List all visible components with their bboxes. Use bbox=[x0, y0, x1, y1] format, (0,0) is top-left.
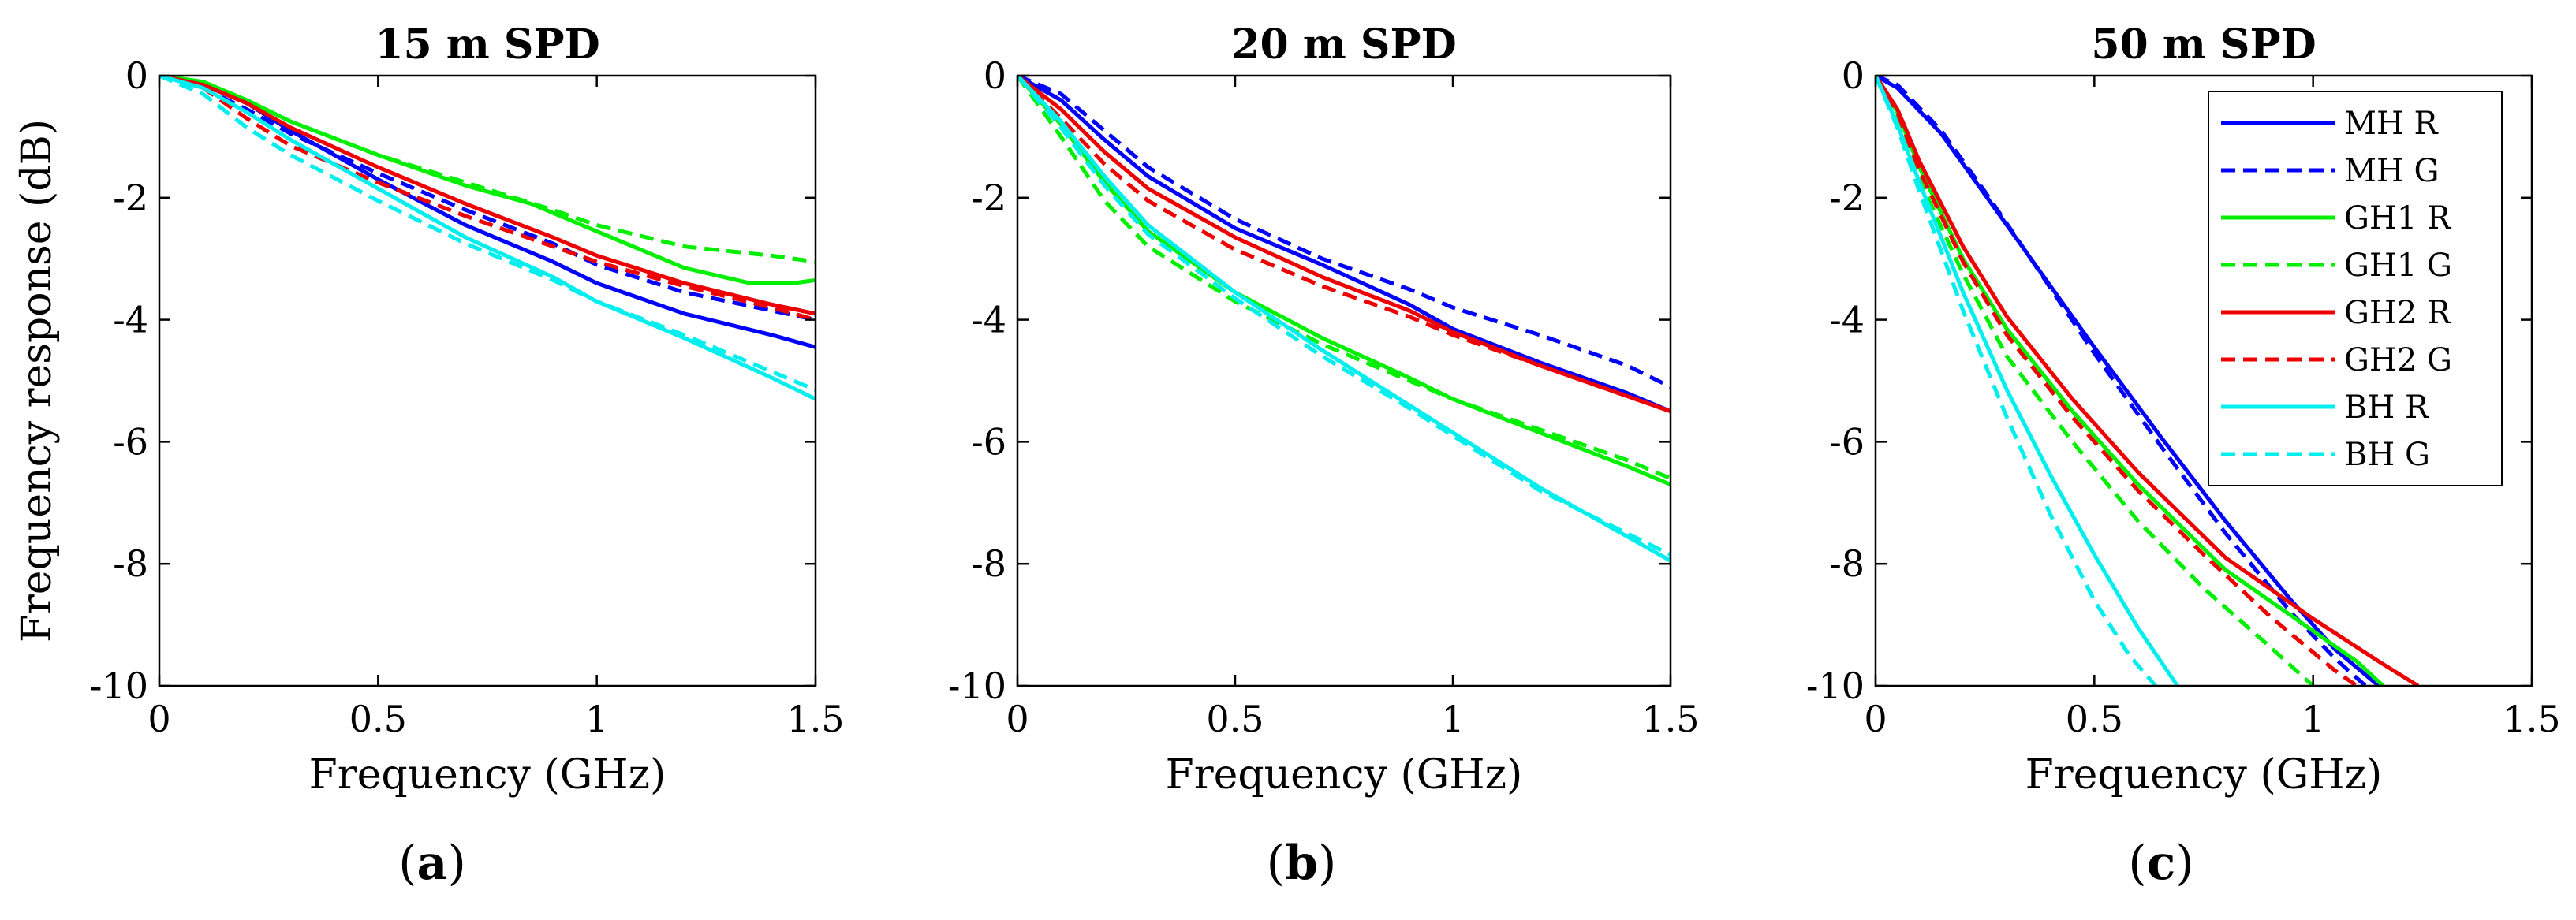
legend-label: BH G bbox=[2344, 437, 2430, 473]
x-tick-label: 0 bbox=[1864, 698, 1887, 740]
series-line-mh-r bbox=[1876, 76, 2380, 686]
series-line-gh1-g bbox=[1017, 76, 1671, 481]
series-line-bh-g bbox=[159, 76, 816, 392]
y-tick-label: -4 bbox=[971, 299, 1006, 341]
panel-label-letter: a bbox=[417, 836, 448, 891]
y-axis-label: Frequency response (dB) bbox=[13, 119, 61, 643]
chart-title: 50 m SPD bbox=[2091, 20, 2316, 69]
legend-label: MH R bbox=[2344, 106, 2440, 142]
y-tick-label: -6 bbox=[1829, 420, 1865, 463]
y-tick-label: -6 bbox=[113, 420, 148, 463]
chart-panel-c: 50 m SPD 0 0.5 1 1.5 0 -2 -4 -6 -8 -10 Frequency (G… bbox=[1806, 20, 2561, 891]
x-tick-label: 0 bbox=[1006, 698, 1029, 740]
series-line-gh2-g bbox=[159, 76, 816, 322]
series-line-bh-g bbox=[1017, 76, 1671, 557]
y-tick-label: -8 bbox=[113, 542, 148, 585]
y-tick-label: -10 bbox=[1806, 665, 1865, 707]
y-tick-label: -10 bbox=[948, 665, 1006, 707]
series-line-bh-r bbox=[159, 76, 816, 401]
y-tick-label: -2 bbox=[1829, 177, 1865, 219]
legend-label: GH2 R bbox=[2344, 295, 2452, 331]
panel-label-close: ) bbox=[1318, 836, 1336, 891]
panel-label: (b) bbox=[1267, 836, 1337, 891]
chart-panel-a: 15 m SPD 0 0.5 1 1.5 0 -2 -4 -6 -8 -10 Frequency (G… bbox=[13, 20, 845, 891]
series-line-gh1-r bbox=[1017, 76, 1671, 486]
series-line-gh1-g bbox=[159, 76, 816, 264]
chart-panel-b: 20 m SPD 0 0.5 1 1.5 0 -2 -4 -6 -8 -10 Frequency (G… bbox=[948, 20, 1700, 891]
x-tick-label: 1.5 bbox=[2503, 698, 2560, 740]
y-tick-label: -8 bbox=[971, 542, 1006, 585]
series-line-mh-r bbox=[1017, 76, 1671, 414]
panel-label-letter: c bbox=[2147, 836, 2176, 891]
series-line-gh2-g bbox=[1017, 76, 1671, 414]
panel-label-open: ( bbox=[1267, 836, 1285, 891]
axes-box bbox=[1016, 74, 1672, 687]
x-tick-label: 1 bbox=[2302, 698, 2324, 740]
chart-title: 15 m SPD bbox=[375, 20, 599, 69]
x-axis-label: Frequency (GHz) bbox=[2025, 751, 2383, 799]
x-tick-label: 0 bbox=[147, 698, 170, 740]
series-line-gh2-r bbox=[1017, 76, 1671, 414]
x-tick-label: 1.5 bbox=[786, 698, 844, 740]
y-tick-label: 0 bbox=[984, 54, 1006, 97]
series-line-gh1-r bbox=[159, 76, 816, 285]
axes-box bbox=[158, 74, 817, 687]
series-lines bbox=[1876, 76, 2420, 686]
series-lines bbox=[159, 76, 816, 401]
series-line-mh-g bbox=[1017, 76, 1671, 389]
series-line-gh2-r bbox=[1876, 76, 2420, 686]
y-tick-label: -4 bbox=[113, 299, 148, 341]
series-line-gh2-r bbox=[159, 76, 816, 316]
x-tick-label: 0.5 bbox=[349, 698, 407, 740]
legend-label: GH2 G bbox=[2344, 342, 2452, 378]
legend-label: BH R bbox=[2344, 389, 2430, 426]
panel-label-close: ) bbox=[2175, 836, 2193, 891]
y-tick-label: -10 bbox=[90, 665, 148, 707]
x-tick-label: 0.5 bbox=[1206, 698, 1264, 740]
y-tick-label: 0 bbox=[125, 54, 148, 97]
x-tick-label: 1.5 bbox=[1641, 698, 1699, 740]
panel-label-close: ) bbox=[447, 836, 465, 891]
chart-title: 20 m SPD bbox=[1231, 20, 1456, 69]
panel-label-letter: b bbox=[1285, 836, 1318, 891]
legend-label: MH G bbox=[2344, 153, 2440, 189]
y-tick-label: -6 bbox=[971, 420, 1006, 463]
y-tick-label: -2 bbox=[971, 177, 1006, 219]
series-line-bh-g bbox=[1876, 76, 2157, 686]
y-tick-label: -2 bbox=[113, 177, 148, 219]
series-lines bbox=[1017, 76, 1671, 563]
chart-legend: MH R MH G GH1 R GH1 G GH2 R GH2 G BH R BH G bbox=[2208, 91, 2503, 486]
y-tick-label: -8 bbox=[1829, 542, 1865, 585]
panel-label: (a) bbox=[398, 836, 466, 891]
x-tick-label: 1 bbox=[585, 698, 608, 740]
series-line-mh-g bbox=[1876, 76, 2367, 686]
legend-label: GH1 R bbox=[2344, 200, 2452, 237]
x-axis-label: Frequency (GHz) bbox=[309, 751, 666, 799]
panel-label: (c) bbox=[2128, 836, 2193, 891]
x-tick-label: 1 bbox=[1441, 698, 1464, 740]
series-line-bh-r bbox=[1017, 76, 1671, 563]
y-tick-label: -4 bbox=[1829, 299, 1865, 341]
x-axis-label: Frequency (GHz) bbox=[1166, 751, 1523, 799]
legend-label: GH1 G bbox=[2344, 248, 2452, 284]
y-tick-label: 0 bbox=[1842, 54, 1865, 97]
panel-label-open: ( bbox=[2128, 836, 2146, 891]
legend-box bbox=[2208, 91, 2503, 486]
axes-box bbox=[1874, 74, 2533, 687]
x-tick-label: 0.5 bbox=[2066, 698, 2123, 740]
panel-label-open: ( bbox=[398, 836, 416, 891]
